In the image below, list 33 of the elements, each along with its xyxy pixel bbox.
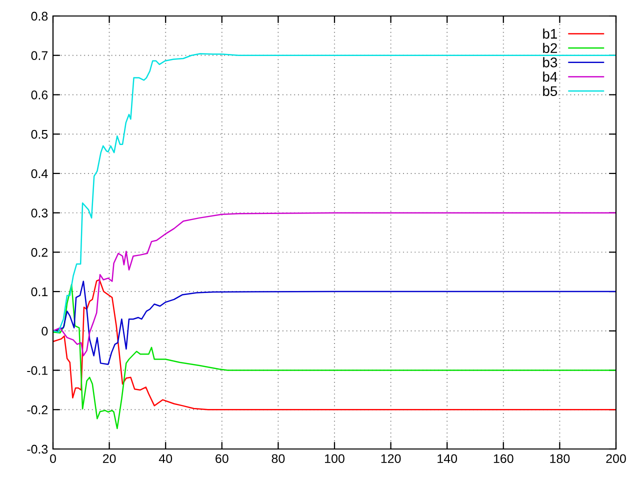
x-tick-label: 60 xyxy=(216,454,228,464)
x-tick-label: 100 xyxy=(325,454,344,464)
legend-label: b2 xyxy=(543,42,557,54)
legend-label: b3 xyxy=(543,57,558,68)
y-tick-label: -0.3 xyxy=(27,444,48,454)
line-series xyxy=(53,284,616,430)
x-tick-label: 200 xyxy=(606,454,626,464)
x-tick-label: 160 xyxy=(494,454,514,464)
y-tick-label: 0.1 xyxy=(31,287,48,296)
x-tick-label: 140 xyxy=(438,454,458,464)
y-tick-label: 0 xyxy=(42,326,48,336)
legend-label: b1 xyxy=(543,28,557,39)
y-tick-label: 0.4 xyxy=(31,169,48,178)
legend-label: b4 xyxy=(543,72,558,82)
y-tick-label: 0.6 xyxy=(31,90,48,100)
x-tick-label: 40 xyxy=(158,454,172,464)
x-tick-label: 80 xyxy=(272,454,285,464)
x-tick-label: 120 xyxy=(381,454,401,464)
x-tick-label: 0 xyxy=(50,454,56,464)
line-series xyxy=(53,279,616,410)
y-tick-label: 0.5 xyxy=(31,130,48,139)
y-tick-label: 0.3 xyxy=(31,208,48,218)
y-tick-label: 0.8 xyxy=(31,12,48,21)
x-tick-label: 20 xyxy=(102,454,116,464)
y-tick-label: -0.2 xyxy=(27,405,48,414)
y-tick-label: 0.2 xyxy=(31,248,48,257)
line-series xyxy=(53,53,616,333)
y-tick-label: -0.1 xyxy=(27,366,48,375)
x-tick-label: 180 xyxy=(550,454,570,464)
legend-label: b5 xyxy=(543,86,558,96)
y-tick-label: 0.7 xyxy=(31,51,48,60)
line-series xyxy=(53,212,616,356)
line-series xyxy=(53,280,616,365)
